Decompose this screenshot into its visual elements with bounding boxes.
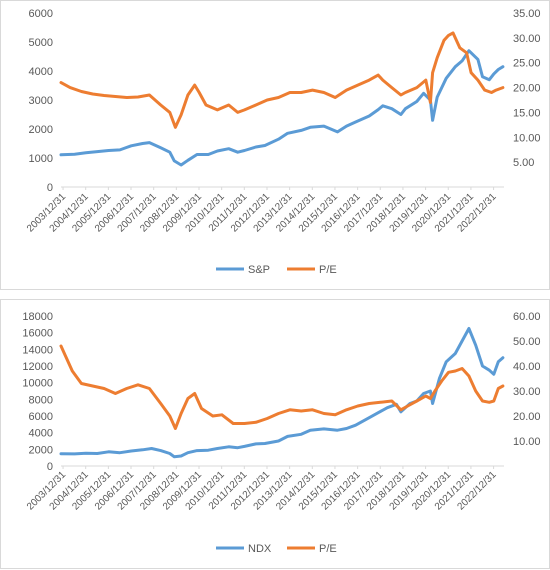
y-left-tick-label: 5000 xyxy=(29,37,53,49)
panel-separator xyxy=(0,290,550,299)
ndx-pe-chart: 0 2000 4000 6000 8000 10000 12000 14000 16000 180… xyxy=(22,311,541,555)
series-line-index xyxy=(59,49,505,167)
y-right-tick-label: 20.00 xyxy=(513,83,541,95)
y-left-tick-label: 12000 xyxy=(22,361,53,373)
series-line-pe xyxy=(59,344,505,430)
y-right-tick-label: 5.00 xyxy=(513,157,534,169)
y-right-tick-label: 35.00 xyxy=(513,8,541,20)
y-left-tick-label: 2000 xyxy=(29,124,53,136)
y-left-tick-label: 6000 xyxy=(29,8,53,20)
y-left-tick-label: 4000 xyxy=(29,66,53,78)
y-left-tick-label: 0 xyxy=(47,182,53,194)
chart-panel-ndx: 0 2000 4000 6000 8000 10000 12000 14000 16000 180… xyxy=(0,299,550,569)
y-right-tick-label: 30.00 xyxy=(513,33,541,45)
legend-label: S&P xyxy=(248,264,270,276)
y-right-tick-label: 50.00 xyxy=(513,336,541,348)
y-right-tick-label: 10.00 xyxy=(513,436,541,448)
y-left-tick-label: 4000 xyxy=(29,428,53,440)
y-left-tick-label: 14000 xyxy=(22,344,53,356)
y-left-tick-label: 16000 xyxy=(22,328,53,340)
y-right-tick-label: 20.00 xyxy=(513,411,541,423)
y-right-tick-label: 40.00 xyxy=(513,361,541,373)
y-left-tick-label: 18000 xyxy=(22,311,53,323)
y-right-tick-label: 15.00 xyxy=(513,107,541,119)
legend-label: NDX xyxy=(248,543,272,555)
legend-label: P/E xyxy=(319,264,337,276)
series-line-pe xyxy=(59,31,505,129)
y-left-tick-label: 6000 xyxy=(29,411,53,423)
chart-panel-sp500: 0 1000 2000 3000 4000 5000 6000 5.00 10.00 15.00 2… xyxy=(0,0,550,290)
y-left-tick-label: 1000 xyxy=(29,153,53,165)
y-right-tick-label: 30.00 xyxy=(513,386,541,398)
y-right-tick-label: 10.00 xyxy=(513,132,541,144)
y-left-tick-label: 2000 xyxy=(29,444,53,456)
y-left-tick-label: 8000 xyxy=(29,394,53,406)
y-right-tick-label: 60.00 xyxy=(513,311,541,323)
y-left-tick-label: 3000 xyxy=(29,95,53,107)
sp500-pe-chart: 0 1000 2000 3000 4000 5000 6000 5.00 10.00 15.00 2… xyxy=(25,8,541,276)
legend-label: P/E xyxy=(319,543,337,555)
y-right-tick-label: 25.00 xyxy=(513,58,541,70)
y-left-tick-label: 10000 xyxy=(22,378,53,390)
y-left-tick-label: 0 xyxy=(47,461,53,473)
series-line-index xyxy=(59,327,505,459)
